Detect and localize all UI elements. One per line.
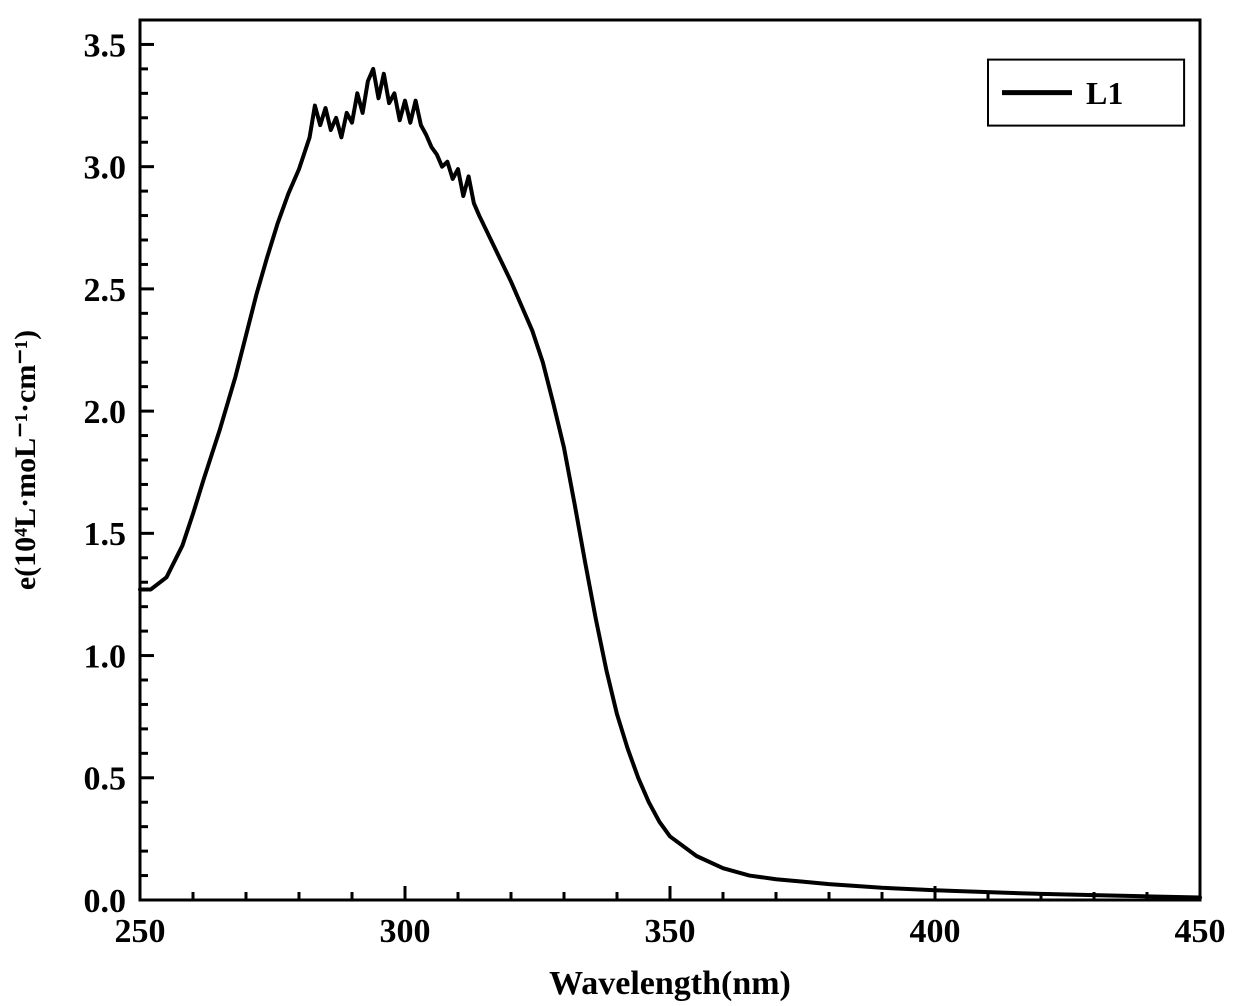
x-axis-title: Wavelength(nm) (549, 965, 791, 1002)
y-tick-label: 0.0 (84, 883, 127, 920)
y-tick-label: 2.0 (84, 394, 127, 431)
y-tick-label: 3.0 (84, 150, 127, 187)
chart-background (0, 0, 1240, 1006)
y-tick-label: 1.5 (84, 516, 127, 553)
line-chart: 2503003504004500.00.51.01.52.02.53.03.5W… (0, 0, 1240, 1006)
y-tick-label: 1.0 (84, 638, 127, 675)
y-tick-label: 3.5 (84, 27, 127, 64)
x-tick-label: 350 (645, 913, 696, 950)
legend: L1 (988, 60, 1184, 126)
x-tick-label: 450 (1175, 913, 1226, 950)
chart-container: 2503003504004500.00.51.01.52.02.53.03.5W… (0, 0, 1240, 1006)
y-tick-label: 2.5 (84, 272, 127, 309)
y-axis-title: e(10⁴L·moL⁻¹·cm⁻¹) (9, 330, 42, 590)
x-tick-label: 400 (910, 913, 961, 950)
x-tick-label: 300 (380, 913, 431, 950)
y-tick-label: 0.5 (84, 761, 127, 798)
legend-label: L1 (1086, 75, 1123, 111)
